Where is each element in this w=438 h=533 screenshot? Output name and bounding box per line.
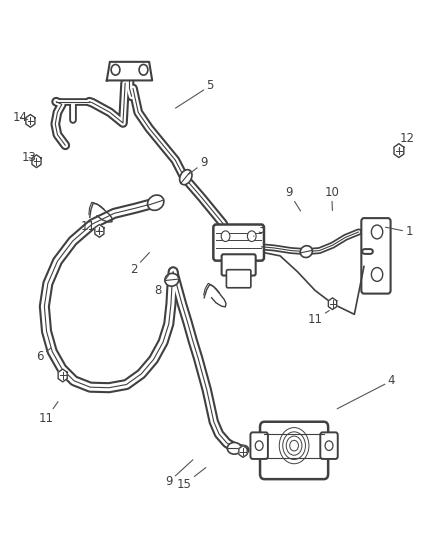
Circle shape <box>221 231 230 241</box>
Text: 10: 10 <box>324 185 339 211</box>
Ellipse shape <box>300 246 312 257</box>
Text: 15: 15 <box>177 467 206 491</box>
Circle shape <box>371 225 383 239</box>
Circle shape <box>111 64 120 75</box>
Text: 5: 5 <box>176 79 214 108</box>
Polygon shape <box>328 298 337 310</box>
Ellipse shape <box>227 442 241 454</box>
Text: 11: 11 <box>39 402 58 424</box>
FancyBboxPatch shape <box>260 422 328 479</box>
Text: 4: 4 <box>337 374 395 409</box>
Text: 13: 13 <box>21 151 36 164</box>
FancyBboxPatch shape <box>320 432 338 459</box>
Ellipse shape <box>180 169 192 185</box>
Circle shape <box>371 268 383 281</box>
Text: 9: 9 <box>165 460 193 488</box>
Polygon shape <box>58 369 67 382</box>
Text: 2: 2 <box>130 253 149 276</box>
Text: 8: 8 <box>154 274 170 297</box>
Text: 11: 11 <box>307 311 329 326</box>
Text: 12: 12 <box>399 132 414 150</box>
Polygon shape <box>26 115 35 127</box>
Circle shape <box>139 64 148 75</box>
Text: 1: 1 <box>385 225 413 238</box>
Polygon shape <box>32 155 41 167</box>
Text: 14: 14 <box>13 111 28 124</box>
Text: 9: 9 <box>285 185 300 211</box>
Circle shape <box>247 231 256 241</box>
Ellipse shape <box>165 273 179 286</box>
Text: 11: 11 <box>81 220 99 233</box>
Polygon shape <box>394 144 404 158</box>
Circle shape <box>325 441 333 450</box>
Text: 9: 9 <box>188 156 208 174</box>
Text: 3: 3 <box>254 223 264 236</box>
Circle shape <box>255 441 263 450</box>
Polygon shape <box>239 446 247 457</box>
FancyBboxPatch shape <box>361 218 391 294</box>
Text: 6: 6 <box>36 348 51 364</box>
Polygon shape <box>95 224 104 237</box>
FancyBboxPatch shape <box>222 254 256 276</box>
Ellipse shape <box>148 195 164 211</box>
FancyBboxPatch shape <box>251 432 268 459</box>
FancyBboxPatch shape <box>213 224 264 261</box>
Polygon shape <box>107 62 152 80</box>
FancyBboxPatch shape <box>226 270 251 288</box>
